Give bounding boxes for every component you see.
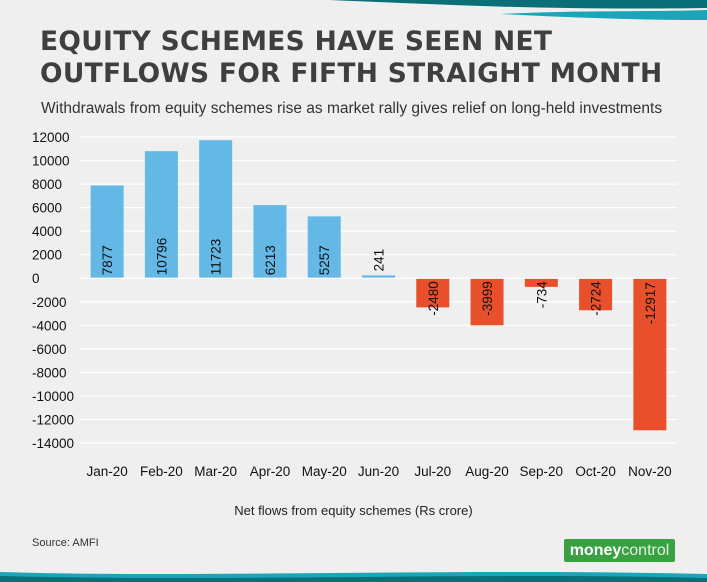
bar-chart: 12000 10000 8000 6000 4000 2000 0 -2000 -4000 -60… (32, 130, 677, 479)
logo-text-control: control (621, 542, 670, 559)
data-label: 6213 (263, 245, 278, 275)
subtitle: Withdrawals from equity schemes rise as … (41, 100, 663, 117)
title-line-1: EQUITY SCHEMES HAVE SEEN NET (40, 26, 553, 57)
bar-oct-20 (579, 278, 613, 311)
data-label: 7877 (100, 245, 115, 275)
top-wave-decoration (330, 0, 707, 20)
bar-jan-20 (90, 185, 124, 279)
bar-feb-20 (144, 151, 178, 279)
bar-mar-20 (199, 140, 233, 279)
data-label: 241 (372, 249, 387, 272)
y-tick-label: 8000 (32, 177, 62, 192)
y-tick-label: -14000 (32, 436, 74, 451)
data-label: -3999 (480, 281, 495, 316)
bar-may-20 (307, 216, 341, 279)
logo-text-money: money (569, 542, 622, 559)
y-tick-label: -8000 (32, 365, 67, 380)
y-tick-label: 6000 (32, 201, 62, 216)
y-tick-label: -4000 (32, 318, 67, 333)
x-tick-label: Sep-20 (520, 464, 564, 479)
bar-nov-20 (633, 278, 667, 431)
x-tick-label: Oct-20 (575, 464, 616, 479)
y-tick-label: -6000 (32, 342, 67, 357)
x-tick-label: Feb-20 (140, 464, 183, 479)
y-tick-label: 4000 (32, 224, 62, 239)
x-tick-label: Jul-20 (414, 464, 451, 479)
x-tick-label: Jun-20 (358, 464, 399, 479)
source-note: Source: AMFI (32, 537, 99, 549)
data-label: 11723 (209, 239, 224, 276)
data-label: -2480 (426, 281, 441, 316)
x-tick-label: Aug-20 (465, 464, 509, 479)
x-tick-label: May-20 (302, 464, 347, 479)
title-line-2: OUTFLOWS FOR FIFTH STRAIGHT MONTH (40, 58, 663, 89)
x-tick-label: Apr-20 (250, 464, 291, 479)
bottom-wave-decoration (0, 572, 707, 582)
y-tick-label: 10000 (32, 154, 70, 169)
moneycontrol-logo: moneycontrol (564, 539, 675, 562)
data-label: 10796 (154, 238, 169, 276)
bar-jul-20 (416, 278, 450, 308)
data-label: -12917 (643, 282, 658, 324)
x-tick-label: Jan-20 (86, 464, 127, 479)
y-tick-label: -2000 (32, 295, 67, 310)
data-label: -734 (534, 281, 549, 309)
x-tick-label: Mar-20 (194, 464, 237, 479)
bar-aug-20 (470, 278, 504, 326)
x-tick-label: Nov-20 (628, 464, 672, 479)
x-axis-label: Net flows from equity schemes (Rs crore) (234, 503, 473, 518)
data-label: -2724 (589, 281, 604, 316)
y-tick-label: 0 (32, 271, 40, 286)
page-title: EQUITY SCHEMES HAVE SEEN NET OUTFLOWS FO… (40, 26, 662, 90)
bar-apr-20 (253, 205, 287, 279)
y-tick-label: -10000 (32, 389, 74, 404)
y-tick-label: 2000 (32, 248, 62, 263)
y-tick-label: 12000 (32, 130, 70, 145)
y-tick-label: -12000 (32, 412, 74, 427)
bar-sep-20 (524, 278, 558, 287)
bar-jun-20 (362, 275, 395, 279)
data-label: 5257 (317, 245, 332, 275)
